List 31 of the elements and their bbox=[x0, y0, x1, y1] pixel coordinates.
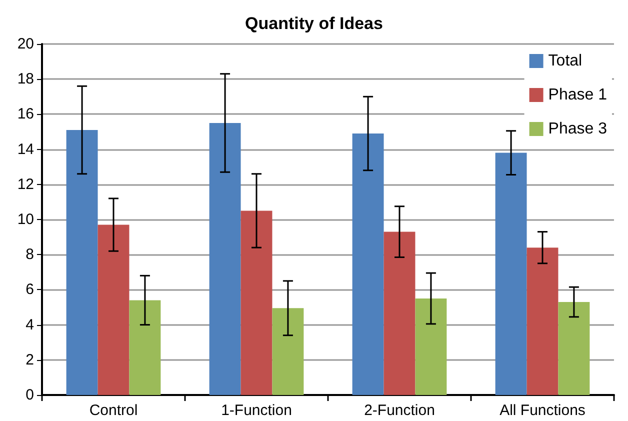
bar bbox=[558, 302, 590, 395]
x-tick-label: All Functions bbox=[500, 402, 586, 419]
legend-label: Total bbox=[548, 52, 582, 70]
x-tick-label: Control bbox=[89, 402, 138, 419]
bar bbox=[66, 130, 98, 395]
bar bbox=[98, 224, 130, 395]
y-tick-label: 16 bbox=[17, 106, 34, 123]
y-tick-label: 2 bbox=[26, 351, 34, 368]
bar bbox=[272, 308, 304, 395]
bar bbox=[384, 232, 416, 395]
x-tick-label: 1-Function bbox=[221, 402, 292, 419]
bar bbox=[526, 248, 558, 395]
y-tick-label: 8 bbox=[26, 246, 34, 264]
legend-label: Phase 3 bbox=[548, 120, 608, 138]
bar bbox=[352, 134, 384, 395]
y-tick-label: 4 bbox=[26, 316, 34, 334]
y-tick-label: 12 bbox=[17, 176, 34, 193]
bar bbox=[129, 300, 161, 395]
bar bbox=[415, 298, 447, 395]
y-tick-label: 20 bbox=[17, 36, 34, 52]
bar bbox=[209, 122, 241, 395]
y-tick-label: 6 bbox=[26, 281, 34, 298]
bar bbox=[240, 210, 272, 395]
y-tick-label: 14 bbox=[17, 140, 34, 158]
x-tick-label: 2-Function bbox=[364, 402, 435, 419]
legend-label: Phase 1 bbox=[548, 86, 608, 104]
y-tick-label: 10 bbox=[17, 211, 34, 228]
bar bbox=[495, 152, 527, 395]
y-tick-label: 0 bbox=[26, 386, 34, 404]
y-tick-label: 18 bbox=[17, 70, 34, 88]
chart-title: Quantity of Ideas bbox=[245, 14, 383, 33]
